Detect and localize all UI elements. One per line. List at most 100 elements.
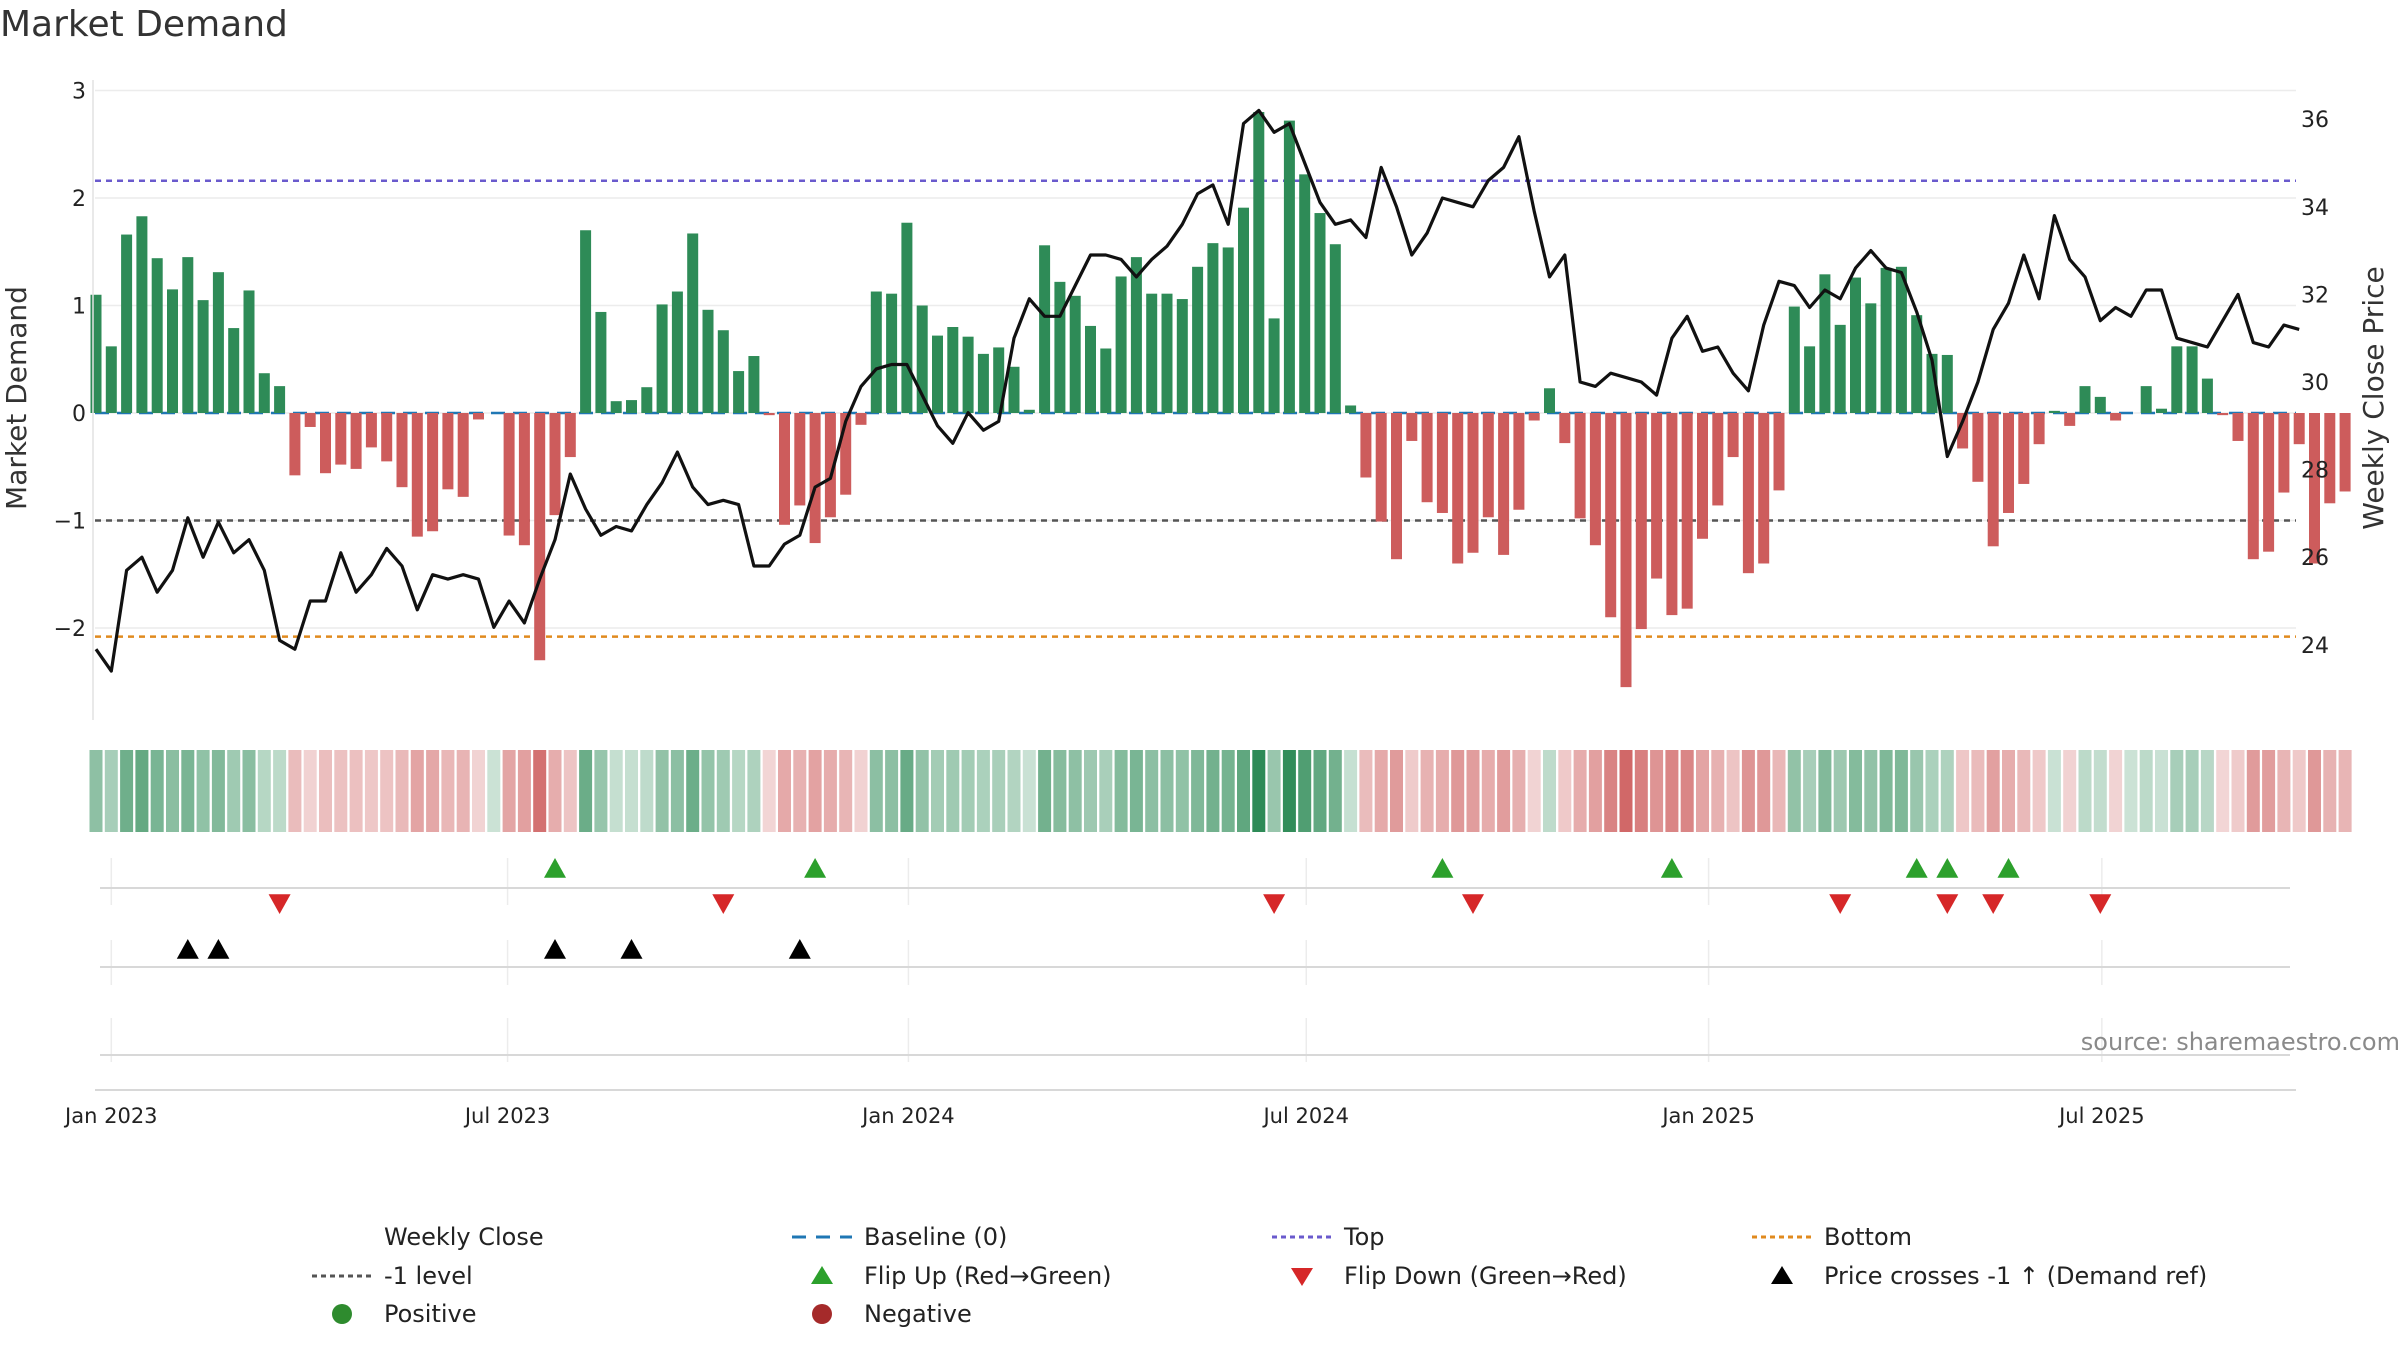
heat-cell xyxy=(1374,750,1388,832)
demand-bar-positive xyxy=(870,291,882,413)
demand-bar-positive xyxy=(228,328,240,413)
heat-cell xyxy=(976,750,990,832)
heat-cell xyxy=(1772,750,1786,832)
demand-bar-positive xyxy=(671,291,683,413)
demand-bar-positive xyxy=(687,233,699,413)
demand-bar-positive xyxy=(1850,277,1861,413)
demand-bar-negative xyxy=(1712,413,1724,506)
heat-cell xyxy=(1588,750,1602,832)
demand-bar-negative xyxy=(350,413,362,469)
demand-bar-negative xyxy=(335,413,347,465)
demand-bar-negative xyxy=(809,413,821,544)
demand-bar-negative xyxy=(534,413,546,661)
x-tick-label: Jan 2025 xyxy=(1660,1104,1755,1128)
heat-cell xyxy=(594,750,608,832)
legend-flip_up-label: Flip Up (Red→Green) xyxy=(864,1262,1112,1290)
demand-heat-strip xyxy=(89,750,2352,832)
demand-bar-positive xyxy=(977,353,989,413)
demand-bar-positive xyxy=(1054,281,1066,413)
heat-cell xyxy=(380,750,394,832)
demand-bar-positive xyxy=(274,386,286,413)
y-tick-left-label: −2 xyxy=(54,617,86,642)
heat-cell xyxy=(150,750,164,832)
y-tick-left-label: 3 xyxy=(72,80,86,105)
heat-cell xyxy=(670,750,684,832)
heat-cell xyxy=(1145,750,1159,832)
demand-bar-positive xyxy=(1008,366,1020,413)
heat-cell xyxy=(303,750,317,832)
price-cross-marker xyxy=(620,939,643,959)
heat-cell xyxy=(808,750,822,832)
demand-bar-positive xyxy=(1192,266,1204,413)
price-cross-marker xyxy=(207,939,230,959)
heat-cell xyxy=(1849,750,1862,832)
heat-cell xyxy=(1711,750,1725,832)
heat-cell xyxy=(1084,750,1097,832)
heat-cell xyxy=(961,750,975,832)
demand-bar-positive xyxy=(1345,405,1357,413)
heat-cell xyxy=(1680,750,1694,832)
x-tick-label: Jan 2023 xyxy=(63,1104,158,1128)
demand-bar-positive xyxy=(1880,267,1892,413)
demand-bar-positive xyxy=(748,356,760,413)
demand-bar-negative xyxy=(457,413,469,497)
demand-bar-positive xyxy=(1115,276,1127,413)
demand-bar-negative xyxy=(1987,413,1999,547)
demand-bar-negative xyxy=(2033,413,2045,445)
heat-cell xyxy=(1543,750,1556,832)
demand-bar-negative xyxy=(1773,413,1785,491)
heat-cell xyxy=(1007,750,1021,832)
demand-bar-negative xyxy=(855,413,867,425)
y-tick-right-label: 24 xyxy=(2301,634,2329,659)
heat-cell xyxy=(2093,750,2107,832)
heat-cell xyxy=(319,750,332,832)
heat-cell xyxy=(793,750,807,832)
legend-positive_dot-label: Positive xyxy=(384,1300,477,1328)
heat-cell xyxy=(900,750,914,832)
heat-cell xyxy=(1864,750,1878,832)
heat-cell xyxy=(1114,750,1128,832)
heat-cell xyxy=(2216,750,2230,832)
demand-bar-negative xyxy=(320,413,331,474)
legend-negative_dot-swatch xyxy=(812,1304,832,1324)
price-cross-marker xyxy=(788,939,811,959)
demand-bar-negative xyxy=(1406,413,1418,441)
legend: Weekly Close Baseline (0) Top Bottom -1 leve… xyxy=(312,1223,2207,1328)
heat-cell xyxy=(1956,750,1970,832)
heat-cell xyxy=(1282,750,1296,832)
heat-cell xyxy=(410,750,424,832)
flip-up-marker xyxy=(1431,858,1454,878)
heat-cell xyxy=(2109,750,2123,832)
demand-bar-negative xyxy=(304,413,316,427)
heat-cell xyxy=(1068,750,1082,832)
demand-bar-positive xyxy=(2156,408,2167,413)
heat-cell xyxy=(89,750,103,832)
heat-cell xyxy=(533,750,547,832)
heat-cell xyxy=(1221,750,1235,832)
demand-bar-positive xyxy=(1329,244,1341,413)
heat-cell xyxy=(1634,750,1648,832)
heat-cell xyxy=(1619,750,1633,832)
heat-cell xyxy=(227,750,241,832)
demand-bar-negative xyxy=(1666,413,1678,616)
heat-cell xyxy=(1558,750,1572,832)
demand-bar-positive xyxy=(702,309,714,413)
heat-cell xyxy=(1313,750,1327,832)
heat-cell xyxy=(135,750,149,832)
heat-cell xyxy=(885,750,899,832)
y-tick-right-label: 32 xyxy=(2301,283,2329,308)
demand-bar-positive xyxy=(1268,318,1280,413)
demand-bar-negative xyxy=(794,413,806,506)
demand-bar-negative xyxy=(1452,413,1464,564)
demand-bar-positive xyxy=(1161,293,1173,413)
heat-cell xyxy=(2262,750,2276,832)
demand-bar-negative xyxy=(427,413,439,532)
heat-cell xyxy=(1879,750,1893,832)
demand-bar-positive xyxy=(2094,396,2106,413)
heat-cell xyxy=(1803,750,1817,832)
demand-bar-positive xyxy=(1804,346,1816,413)
demand-bar-negative xyxy=(2217,413,2229,416)
demand-bar-positive xyxy=(1865,303,1877,413)
x-axis: Jan 2023 Jul 2023 Jan 2024 Jul 2024 Jan 2025… xyxy=(63,887,2296,1128)
